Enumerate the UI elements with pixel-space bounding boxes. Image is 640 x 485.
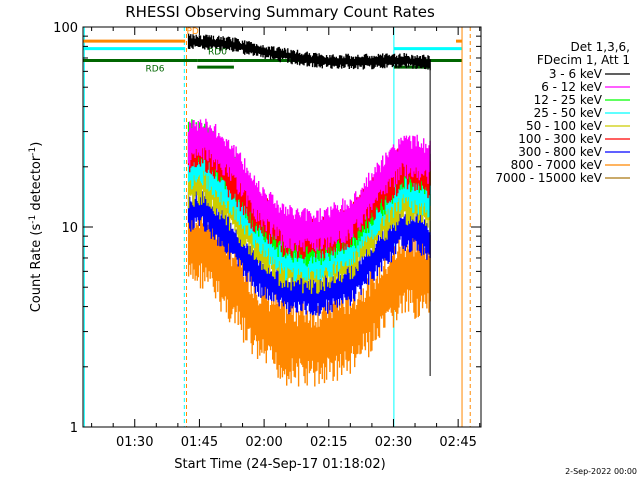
x-tick-label: 02:00 xyxy=(245,435,282,450)
legend-header-line: FDecim 1, Att 1 xyxy=(537,53,630,67)
legend-label: 6 - 12 keV xyxy=(541,80,603,94)
legend-label: 100 - 300 keV xyxy=(518,132,602,146)
x-tick-label: 01:45 xyxy=(181,435,218,450)
x-tick-label: 02:45 xyxy=(439,435,476,450)
y-axis: 1 10 100 xyxy=(53,21,481,436)
x-tick-label: 02:30 xyxy=(375,435,412,450)
x-tick-label: 01:30 xyxy=(116,435,153,450)
legend-label: 12 - 25 keV xyxy=(534,93,603,107)
series-line xyxy=(187,118,431,252)
x-tick-label: 02:15 xyxy=(310,435,347,450)
series-line xyxy=(187,200,431,387)
legend-label: 300 - 800 keV xyxy=(518,145,602,159)
x-axis-label: Start Time (24-Sep-17 01:18:02) xyxy=(174,457,385,472)
y-tick-label: 1 xyxy=(70,421,78,436)
legend-label: 800 - 7000 keV xyxy=(511,158,603,172)
legend-label: 7000 - 15000 keV xyxy=(495,171,602,185)
footer-date: 2-Sep-2022 00:00 xyxy=(565,467,637,476)
series-line xyxy=(187,33,431,71)
annotation-label: PD xyxy=(186,27,198,37)
legend-label: 3 - 6 keV xyxy=(549,67,603,81)
y-tick-label: 10 xyxy=(61,221,78,236)
x-axis: 01:30 01:45 02:00 02:15 02:30 02:45 xyxy=(91,27,481,450)
y-tick-label: 100 xyxy=(53,21,78,36)
legend-label: 25 - 50 keV xyxy=(534,106,603,120)
annotation-label: RD6 xyxy=(146,64,165,74)
annotation-label: RD0 xyxy=(208,47,227,57)
chart-title: RHESSI Observing Summary Count Rates xyxy=(125,3,435,21)
y-axis-label: Count Rate (s-1 detector-1) xyxy=(28,142,44,313)
plot-area: RD6 RD0 PD xyxy=(83,27,471,427)
legend-header-line: Det 1,3,6, xyxy=(571,40,631,54)
legend-label: 50 - 100 keV xyxy=(526,119,603,133)
